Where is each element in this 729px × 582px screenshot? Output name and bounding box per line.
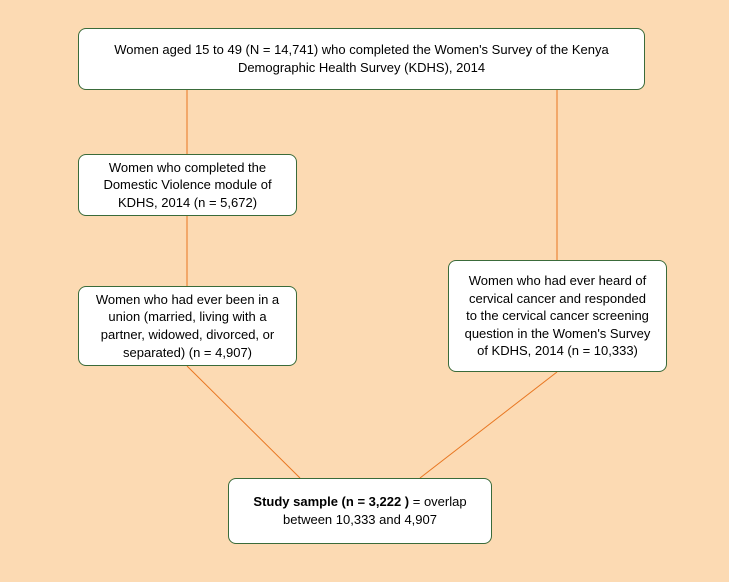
node-top: Women aged 15 to 49 (N = 14,741) who com… xyxy=(78,28,645,90)
node-right: Women who had ever heard of cervical can… xyxy=(448,260,667,372)
node-left2: Women who had ever been in a union (marr… xyxy=(78,286,297,366)
node-right-text: Women who had ever heard of cervical can… xyxy=(463,272,652,360)
node-bottom-text: Study sample (n = 3,222 ) = overlap betw… xyxy=(243,493,477,528)
node-bottom: Study sample (n = 3,222 ) = overlap betw… xyxy=(228,478,492,544)
flowchart-canvas: Women aged 15 to 49 (N = 14,741) who com… xyxy=(0,0,729,582)
node-left2-text: Women who had ever been in a union (marr… xyxy=(93,291,282,361)
node-bottom-bold: Study sample (n = 3,222 ) xyxy=(253,494,409,509)
node-left1: Women who completed the Domestic Violenc… xyxy=(78,154,297,216)
node-top-text: Women aged 15 to 49 (N = 14,741) who com… xyxy=(93,41,630,76)
node-left1-text: Women who completed the Domestic Violenc… xyxy=(93,159,282,212)
